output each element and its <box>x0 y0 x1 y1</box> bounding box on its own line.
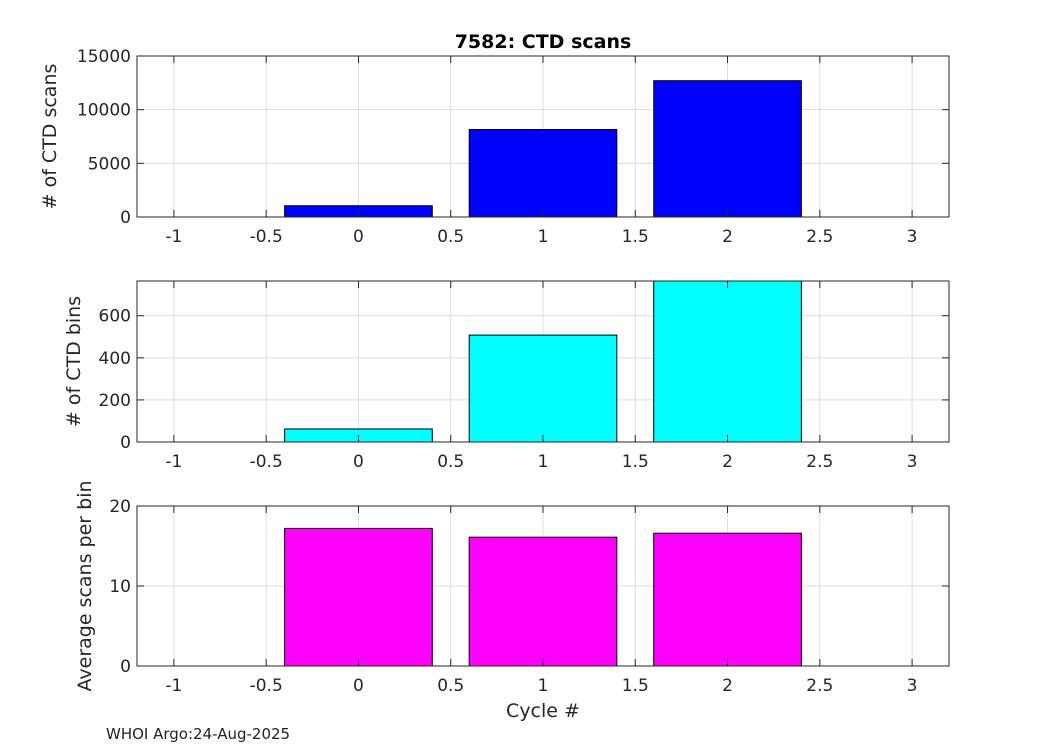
subplot-3: -1 -0.5 0 0.5 1 1.5 2 2.5 3 0 10 20 Average scans pe… <box>74 480 950 696</box>
bar <box>468 536 618 667</box>
x-tick-label: 1 <box>538 227 549 247</box>
y-tick-label: 600 <box>99 307 131 327</box>
x-tick-label: 2 <box>722 227 733 247</box>
figure-title: 7582: CTD scans <box>455 31 632 53</box>
y-tick-label: 10 <box>109 577 131 597</box>
x-tick-label: 2.5 <box>806 676 833 696</box>
y-tick-label: 15000 <box>77 47 131 67</box>
bar <box>468 334 618 443</box>
x-tick-label: 0.5 <box>437 452 464 472</box>
y-tick-label: 20 <box>109 497 131 517</box>
bar <box>468 129 618 218</box>
x-tick-label: 2.5 <box>806 227 833 247</box>
x-tick-label: 1.5 <box>622 227 649 247</box>
x-tick-label: -0.5 <box>250 676 283 696</box>
x-tick-label: 2 <box>722 452 733 472</box>
x-tick-label: 1 <box>538 452 549 472</box>
x-tick-label: 3 <box>907 452 918 472</box>
bar <box>284 527 433 667</box>
x-tick-label: 1.5 <box>622 676 649 696</box>
x-tick-label: 0 <box>353 452 364 472</box>
y-tick-label: 200 <box>99 391 131 411</box>
bar <box>653 532 802 667</box>
x-tick-label: 0 <box>353 227 364 247</box>
x-tick-label: -1 <box>165 676 182 696</box>
x-tick-label: 0.5 <box>437 676 464 696</box>
x-tick-label: -0.5 <box>250 227 283 247</box>
x-tick-label: 3 <box>907 676 918 696</box>
x-tick-label: -1 <box>165 227 182 247</box>
x-tick-label: 1 <box>538 676 549 696</box>
y-tick-label: 400 <box>99 349 131 369</box>
footer-credit: WHOI Argo:24-Aug-2025 <box>106 725 291 743</box>
subplot-1: -1 -0.5 0 0.5 1 1.5 2 2.5 3 0 5000 10000 15000 # of C… <box>39 47 950 247</box>
x-tick-label: 3 <box>907 227 918 247</box>
x-tick-label: -0.5 <box>250 452 283 472</box>
y-tick-label: 10000 <box>77 101 131 121</box>
x-tick-label: -1 <box>165 452 182 472</box>
x-tick-label: 0.5 <box>437 227 464 247</box>
bar <box>653 280 802 443</box>
y-tick-label: 0 <box>120 208 131 228</box>
y-axis-label: # of CTD bins <box>63 296 85 427</box>
x-tick-label: 1.5 <box>622 452 649 472</box>
y-tick-label: 5000 <box>88 154 131 174</box>
x-tick-label: 2 <box>722 676 733 696</box>
y-tick-label: 0 <box>120 433 131 453</box>
x-tick-label: 0 <box>353 676 364 696</box>
y-tick-label: 0 <box>120 657 131 677</box>
y-axis-label: Average scans per bin <box>74 480 96 691</box>
bar <box>653 80 802 218</box>
y-axis-label: # of CTD scans <box>39 64 61 210</box>
x-tick-label: 2.5 <box>806 452 833 472</box>
x-axis-label: Cycle # <box>506 700 580 722</box>
subplot-2: -1 -0.5 0 0.5 1 1.5 2 2.5 3 0 200 400 600 # of CTD bi… <box>63 280 950 472</box>
